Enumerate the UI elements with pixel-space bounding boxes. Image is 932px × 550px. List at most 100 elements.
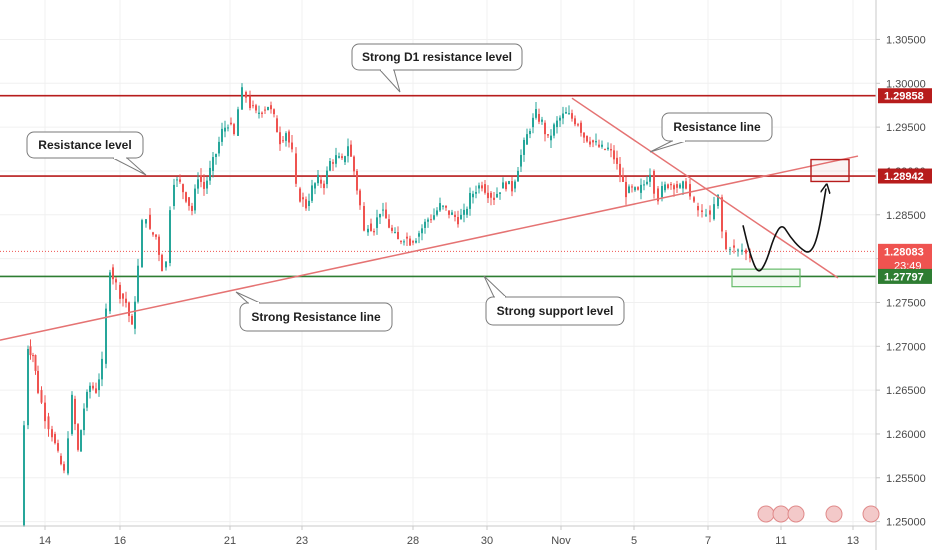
callout-box	[351, 43, 523, 71]
candle-body	[541, 119, 543, 122]
callout-text: Strong support level	[497, 304, 614, 318]
x-tick-label: Nov	[551, 535, 571, 547]
candle-body	[517, 170, 519, 182]
y-tick-label: 1.30500	[886, 34, 926, 46]
price-tag-label: 1.28083	[884, 246, 924, 258]
x-tick-label: 11	[775, 535, 786, 547]
candle-body	[643, 184, 645, 186]
candle-body	[218, 141, 220, 154]
candle-body	[520, 154, 522, 167]
candle-body	[279, 132, 281, 145]
candle-body	[173, 184, 175, 207]
candle-body	[604, 149, 606, 151]
y-tick-label: 1.25500	[886, 473, 926, 485]
candle-body	[206, 180, 208, 189]
candle-body	[109, 272, 111, 312]
candle-body	[34, 355, 37, 371]
annotation-resistance-line[interactable]: Resistance line	[649, 112, 773, 153]
economic-event-badges[interactable]	[757, 505, 880, 523]
candle-body	[487, 192, 489, 199]
candle-body	[291, 142, 293, 150]
x-tick-label: 23	[296, 535, 308, 547]
candle-body	[448, 210, 450, 215]
candle-body	[77, 424, 79, 450]
annotation-strong-resistance-line[interactable]: Strong Resistance line	[235, 291, 393, 332]
candle-body	[529, 131, 531, 135]
candle-body	[637, 187, 639, 190]
annotation-strong-d1-resistance[interactable]: Strong D1 resistance level	[351, 43, 523, 93]
candle-body	[689, 184, 691, 197]
candle-body	[237, 109, 239, 136]
price-tag-1.29858: 1.29858	[878, 88, 932, 104]
candle-body	[155, 234, 157, 237]
candle-body	[725, 232, 727, 250]
candle-body	[553, 124, 555, 136]
forecast-projection	[731, 158, 850, 288]
candle-body	[574, 118, 576, 125]
candle-body	[299, 188, 301, 202]
annotation-resistance-level[interactable]: Resistance level	[26, 131, 147, 176]
candle-body	[409, 238, 411, 246]
candle-body	[598, 144, 600, 147]
callout-box	[26, 131, 144, 159]
candle-body	[373, 230, 375, 233]
candle-body	[391, 227, 393, 231]
flag-uk-icon[interactable]	[787, 505, 805, 523]
candle-body	[568, 113, 570, 115]
candle-body	[741, 249, 743, 252]
candle-body	[74, 398, 76, 425]
candle-body	[682, 181, 684, 189]
candle-body	[101, 358, 103, 380]
candle-body	[249, 96, 251, 109]
x-tick-label: 7	[705, 535, 711, 547]
candle-body	[288, 131, 290, 143]
candle-body	[363, 206, 365, 231]
candle-body	[649, 174, 651, 182]
candle-body	[430, 219, 432, 221]
callout-text: Resistance level	[38, 138, 131, 152]
candle-body	[701, 210, 703, 213]
candle-body	[230, 122, 232, 125]
candle-body	[547, 134, 549, 136]
candle-body	[227, 127, 229, 129]
candle-body	[270, 105, 272, 110]
callout-pointer	[112, 157, 147, 176]
flag-us-icon[interactable]	[757, 505, 775, 523]
candle-body	[457, 217, 459, 225]
candle-body	[490, 192, 492, 198]
candle-body	[188, 197, 190, 206]
annotation-strong-support-level[interactable]: Strong support level	[483, 275, 625, 326]
candle-body	[484, 184, 486, 193]
candle-body	[619, 163, 621, 177]
candle-body	[60, 455, 62, 465]
candle-body	[737, 249, 739, 251]
candle-body	[71, 394, 73, 434]
candle-body	[667, 184, 669, 189]
candle-body	[209, 167, 211, 181]
candle-body	[673, 185, 675, 190]
candle-body	[631, 186, 633, 188]
candle-body	[185, 192, 187, 202]
candle-body	[475, 191, 477, 194]
candle-body	[613, 150, 615, 160]
candle-body	[273, 109, 275, 115]
price-tag-background	[878, 88, 932, 104]
x-tick-label: 30	[481, 535, 493, 547]
candle-body	[610, 149, 612, 151]
candle-body	[83, 408, 85, 431]
flag-us-icon[interactable]	[772, 505, 790, 523]
flag-uk-icon[interactable]	[862, 505, 880, 523]
candle-body	[152, 232, 154, 235]
candle-body	[472, 193, 474, 198]
candle-body	[258, 112, 260, 114]
callout-pointer	[235, 291, 261, 304]
candle-body	[32, 355, 34, 357]
candle-body	[221, 128, 223, 142]
x-tick-label: 16	[114, 535, 126, 547]
flag-uk-icon[interactable]	[825, 505, 843, 523]
candle-body	[403, 241, 405, 243]
trendlines	[0, 97, 859, 341]
candle-body	[344, 156, 346, 163]
candle-body	[197, 179, 199, 189]
